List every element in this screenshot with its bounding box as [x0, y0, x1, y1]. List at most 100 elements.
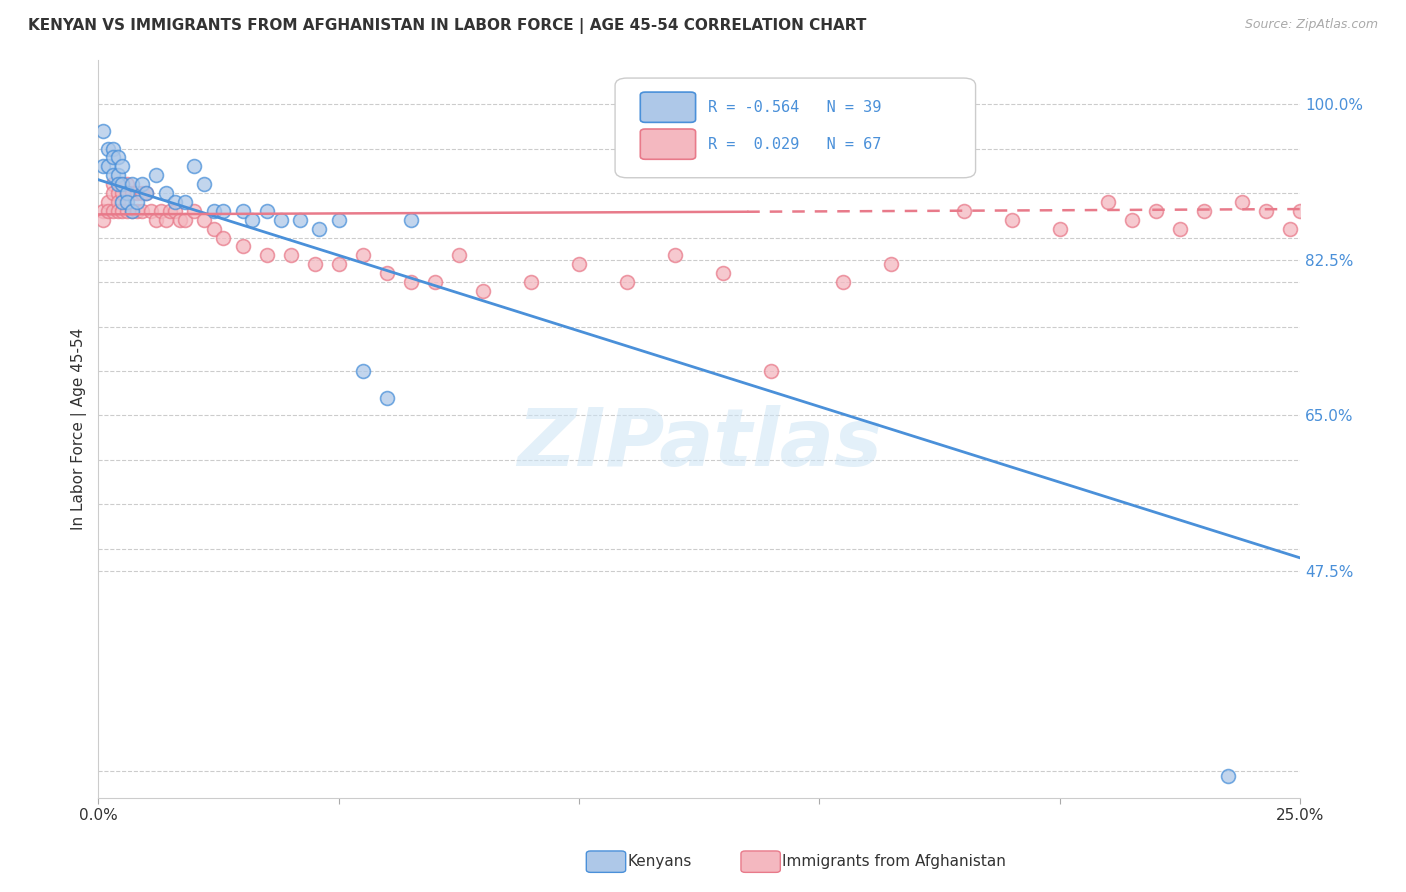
Point — [121, 203, 143, 218]
Point — [165, 194, 187, 209]
Point — [115, 186, 138, 200]
Point — [1289, 203, 1312, 218]
Point — [1168, 221, 1191, 235]
Point — [1298, 133, 1320, 147]
Point — [399, 275, 422, 289]
Point — [290, 212, 312, 227]
Point — [111, 194, 134, 209]
Point — [1049, 221, 1071, 235]
Point — [121, 203, 143, 218]
Point — [183, 160, 205, 174]
Point — [107, 194, 129, 209]
Point — [1121, 212, 1143, 227]
Point — [202, 203, 225, 218]
Point — [328, 257, 350, 271]
Point — [165, 203, 187, 218]
Text: KENYAN VS IMMIGRANTS FROM AFGHANISTAN IN LABOR FORCE | AGE 45-54 CORRELATION CHA: KENYAN VS IMMIGRANTS FROM AFGHANISTAN IN… — [28, 18, 866, 34]
Point — [375, 266, 398, 280]
Point — [232, 203, 254, 218]
Point — [256, 203, 278, 218]
Point — [97, 203, 120, 218]
Text: R = -0.564   N = 39: R = -0.564 N = 39 — [707, 100, 882, 115]
Point — [520, 275, 543, 289]
Point — [568, 257, 591, 271]
Point — [280, 248, 302, 262]
Point — [125, 186, 148, 200]
Point — [145, 168, 167, 182]
Point — [101, 177, 124, 191]
FancyBboxPatch shape — [614, 78, 976, 178]
Point — [399, 212, 422, 227]
Point — [308, 221, 330, 235]
Point — [111, 177, 134, 191]
Point — [256, 248, 278, 262]
Point — [328, 212, 350, 227]
Point — [101, 168, 124, 182]
Point — [1097, 194, 1119, 209]
Point — [159, 203, 181, 218]
Point — [832, 275, 855, 289]
Point — [107, 186, 129, 200]
Point — [173, 212, 195, 227]
Point — [131, 186, 153, 200]
Point — [471, 284, 494, 298]
Point — [115, 194, 138, 209]
Text: R =  0.029   N = 67: R = 0.029 N = 67 — [707, 137, 882, 152]
Point — [212, 230, 235, 244]
Point — [97, 194, 120, 209]
Text: Kenyans: Kenyans — [627, 855, 692, 869]
Point — [107, 203, 129, 218]
Point — [1144, 203, 1167, 218]
Point — [1232, 194, 1254, 209]
Point — [202, 221, 225, 235]
Point — [135, 186, 157, 200]
Point — [1279, 221, 1302, 235]
Point — [91, 160, 114, 174]
Point — [125, 194, 148, 209]
Point — [101, 142, 124, 156]
Point — [155, 212, 177, 227]
Point — [107, 151, 129, 165]
Point — [111, 177, 134, 191]
Point — [91, 203, 114, 218]
FancyBboxPatch shape — [640, 129, 696, 160]
Point — [1192, 203, 1215, 218]
Point — [141, 203, 163, 218]
Point — [173, 194, 195, 209]
Point — [125, 203, 148, 218]
Point — [97, 160, 120, 174]
Point — [240, 212, 263, 227]
Point — [616, 275, 638, 289]
Point — [131, 177, 153, 191]
Point — [232, 239, 254, 253]
Point — [111, 160, 134, 174]
Point — [212, 203, 235, 218]
Point — [183, 203, 205, 218]
Point — [761, 364, 783, 378]
Point — [115, 203, 138, 218]
Point — [1216, 769, 1239, 783]
Point — [107, 177, 129, 191]
Point — [375, 391, 398, 405]
Point — [101, 151, 124, 165]
Point — [193, 177, 215, 191]
Point — [1256, 203, 1278, 218]
Point — [111, 203, 134, 218]
Point — [91, 212, 114, 227]
Point — [423, 275, 446, 289]
Point — [101, 186, 124, 200]
Point — [270, 212, 292, 227]
Text: Immigrants from Afghanistan: Immigrants from Afghanistan — [782, 855, 1005, 869]
Point — [352, 248, 374, 262]
Point — [1001, 212, 1024, 227]
Point — [169, 212, 191, 227]
Point — [664, 248, 686, 262]
Point — [155, 186, 177, 200]
Point — [121, 177, 143, 191]
Point — [145, 212, 167, 227]
Point — [149, 203, 172, 218]
FancyBboxPatch shape — [640, 92, 696, 122]
Point — [352, 364, 374, 378]
Point — [115, 177, 138, 191]
Point — [91, 124, 114, 138]
